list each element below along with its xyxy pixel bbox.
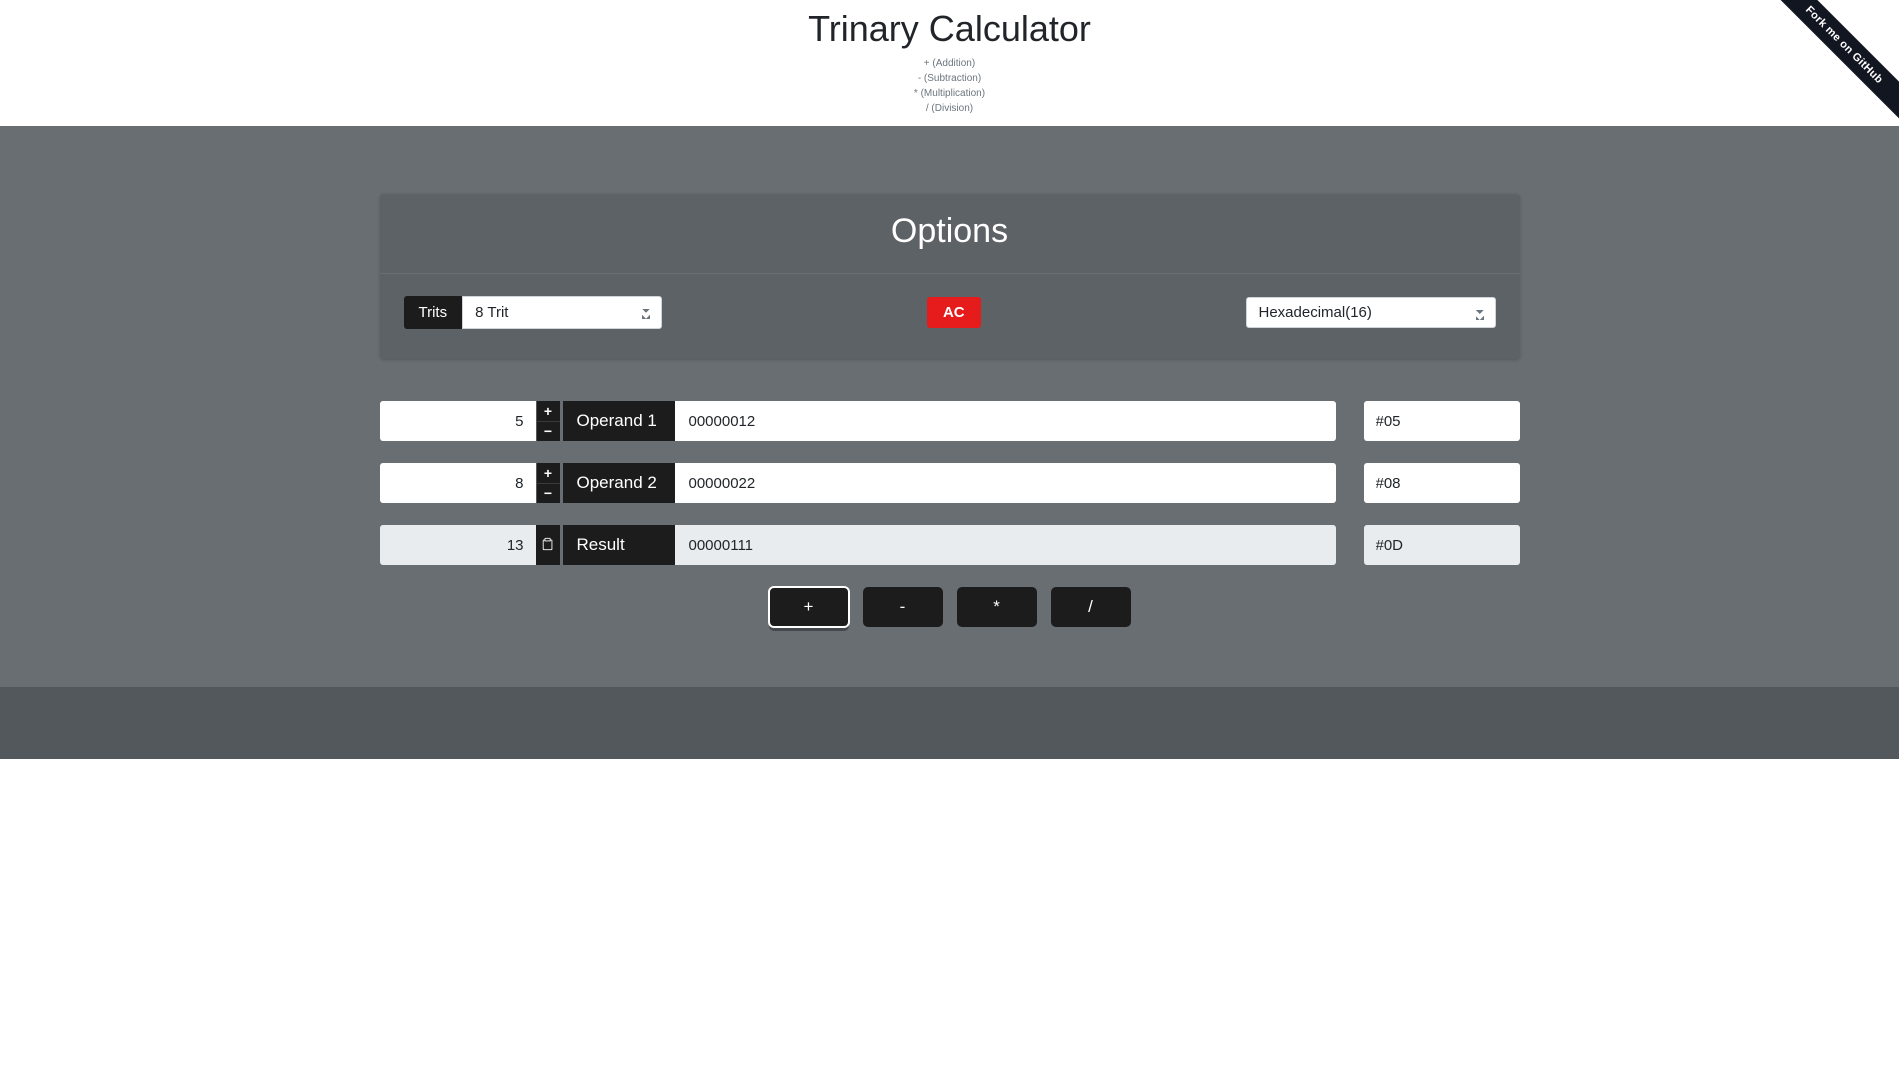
operand1-row: + − Operand 1 — [380, 401, 1520, 441]
trits-label: Trits — [404, 296, 463, 329]
result-hex-output — [1364, 525, 1520, 565]
legend-sub: - (Subtraction) — [0, 71, 1899, 86]
base-select[interactable]: Hexadecimal(16) — [1246, 297, 1496, 328]
result-label: Result — [563, 525, 675, 565]
copy-result-button[interactable] — [536, 525, 560, 565]
operation-legend: + (Addition) - (Subtraction) * (Multipli… — [0, 56, 1899, 116]
main: Options Trits 8 Trit AC Hexadecimal(16) — [0, 126, 1899, 687]
result-decimal-output — [380, 525, 536, 565]
operand2-increment-button[interactable]: + — [537, 463, 560, 483]
operand2-row: + − Operand 2 — [380, 463, 1520, 503]
result-trits-output — [675, 525, 1336, 565]
options-title: Options — [380, 194, 1520, 274]
page-title: Trinary Calculator — [0, 8, 1899, 50]
operator-buttons: + - * / — [380, 587, 1520, 627]
operand2-label: Operand 2 — [563, 463, 675, 503]
operand1-label: Operand 1 — [563, 401, 675, 441]
operand1-hex-input[interactable] — [1364, 401, 1520, 441]
footer — [0, 687, 1899, 759]
divide-button[interactable]: / — [1051, 587, 1131, 627]
operand2-decrement-button[interactable]: − — [537, 483, 560, 504]
clipboard-icon — [541, 537, 555, 554]
header: Trinary Calculator + (Addition) - (Subtr… — [0, 0, 1899, 126]
subtract-button[interactable]: - — [863, 587, 943, 627]
add-button[interactable]: + — [769, 587, 849, 627]
calculator-rows: + − Operand 1 + − Op — [380, 401, 1520, 627]
trits-select[interactable]: 8 Trit — [462, 296, 662, 329]
options-card: Options Trits 8 Trit AC Hexadecimal(16) — [380, 194, 1520, 359]
operand2-trits-input[interactable] — [675, 463, 1336, 503]
all-clear-button[interactable]: AC — [927, 297, 981, 328]
legend-div: / (Division) — [0, 101, 1899, 116]
operand2-hex-input[interactable] — [1364, 463, 1520, 503]
operand1-decrement-button[interactable]: − — [537, 421, 560, 442]
operand1-stepper: + − — [536, 401, 560, 441]
operand2-stepper: + − — [536, 463, 560, 503]
operand1-decimal-input[interactable] — [380, 401, 536, 441]
legend-add: + (Addition) — [0, 56, 1899, 71]
operand1-increment-button[interactable]: + — [537, 401, 560, 421]
operand1-trits-input[interactable] — [675, 401, 1336, 441]
legend-mul: * (Multiplication) — [0, 86, 1899, 101]
operand2-decimal-input[interactable] — [380, 463, 536, 503]
result-row: Result — [380, 525, 1520, 565]
trits-group: Trits 8 Trit — [404, 296, 663, 329]
multiply-button[interactable]: * — [957, 587, 1037, 627]
